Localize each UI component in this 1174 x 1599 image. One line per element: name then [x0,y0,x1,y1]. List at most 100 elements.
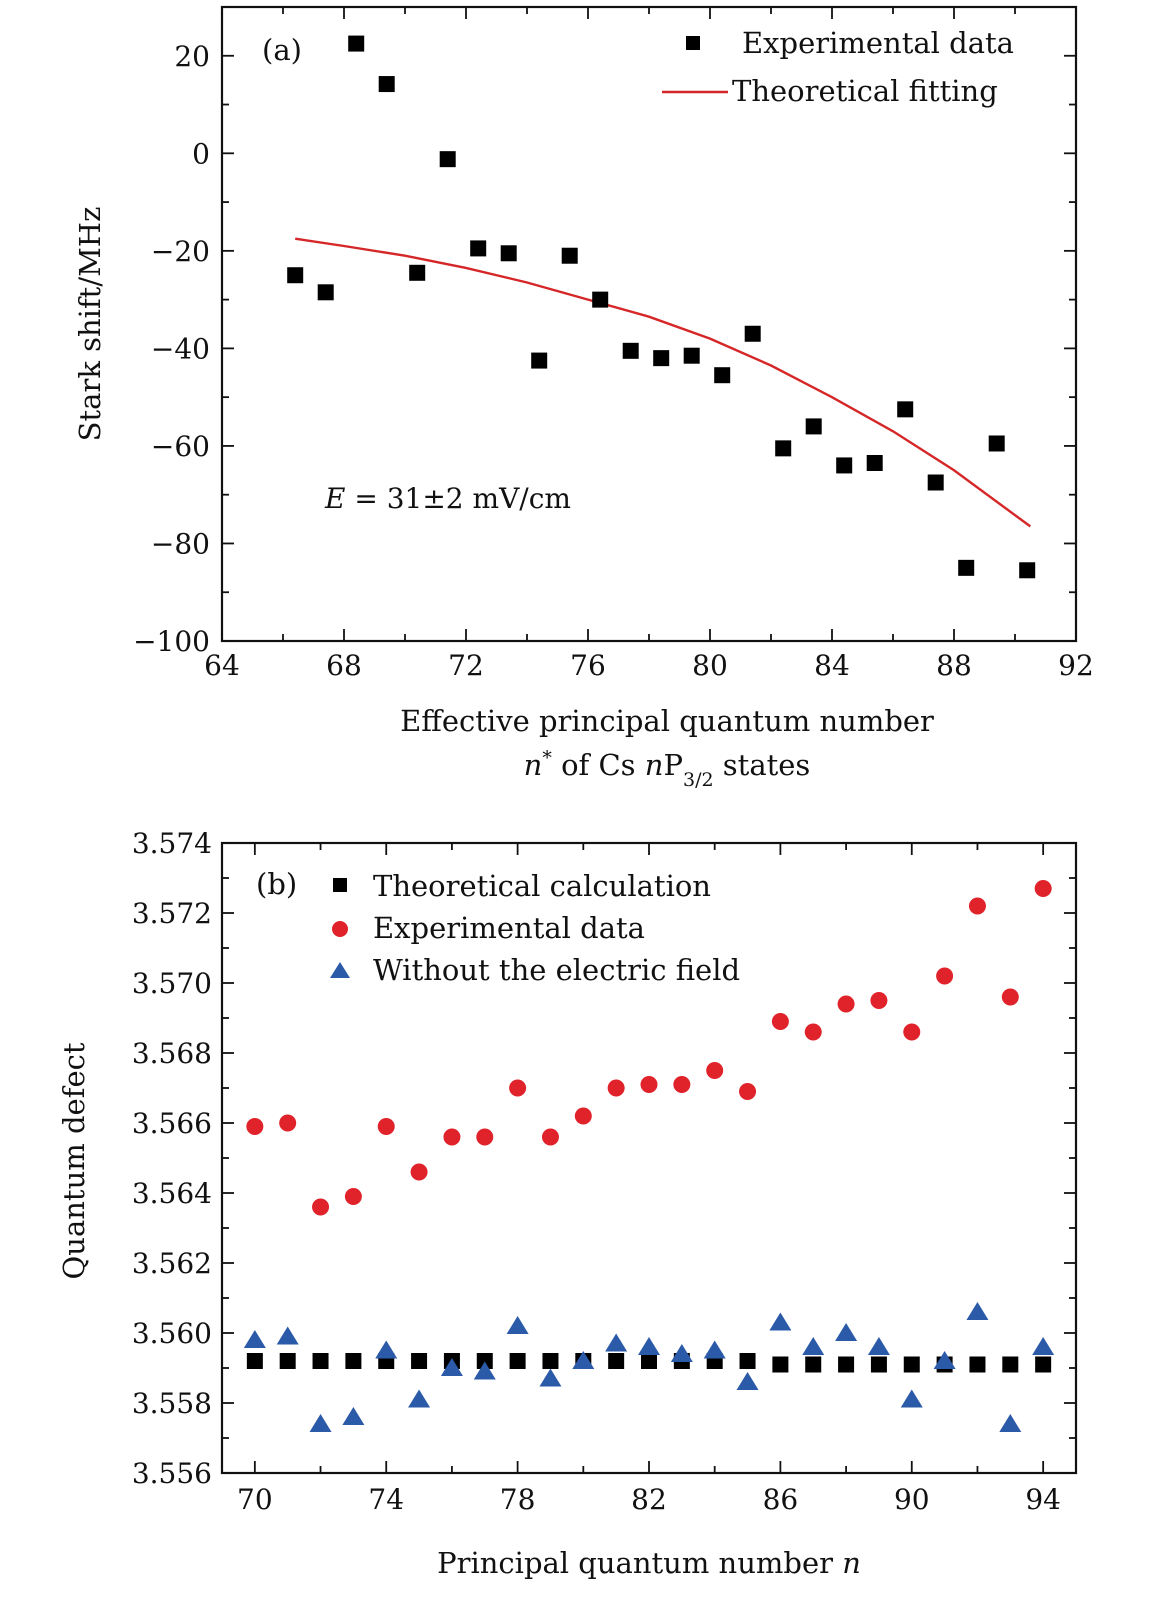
experimental-point-b [574,1107,592,1125]
no-field-point [703,1340,726,1359]
no-field-point [572,1351,595,1369]
fit-curve [295,237,1032,528]
theoretical-point [739,1353,756,1369]
no-field-point [375,1340,398,1359]
field-annotation: E = 31±2 mV/cm [324,482,571,515]
experimental-point-b [706,1062,724,1079]
legend-square-marker-b [333,878,347,892]
tick-marks-a [221,6,1077,642]
experimental-point-b [968,897,986,915]
experimental-point-b [673,1076,691,1093]
data-points-b [243,880,1055,1432]
theoretical-point [608,1353,625,1369]
experimental-point [378,76,395,93]
xlabel-states: states [714,748,811,782]
y-tick-label-a: −20 [151,235,210,268]
y-tick-label-a: 0 [192,137,210,170]
legend-label-experimental: Experimental data [742,26,1014,60]
theoretical-point [641,1353,657,1369]
xlabel-of-cs: of Cs [552,748,645,782]
experimental-points-a [287,35,1036,579]
xlabel-star: * [542,747,552,769]
panel-b: 70 74 78 82 86 90 94 3.556 3.558 3.560 3.562 3.564 3… [57,827,1078,1580]
experimental-point [836,457,853,474]
legend-label-experimental-b: Experimental data [373,911,645,945]
y-tick-label-a: −40 [151,332,210,365]
experimental-point [470,240,487,257]
panel-label-a: (a) [262,33,302,67]
xlabel-sub: 3/2 [683,769,714,791]
no-field-point [835,1323,858,1341]
no-field-point [769,1312,792,1331]
experimental-point [409,264,426,281]
x-tick-label-b: 86 [763,1483,799,1516]
no-field-point [539,1368,562,1387]
legend-a: Experimental data Theoretical fitting [662,26,1014,108]
no-field-point [802,1337,825,1355]
x-tick-label-a: 72 [448,649,484,682]
plot-frame-b [220,841,1078,1475]
experimental-point [622,342,639,359]
experimental-point-b [837,995,855,1013]
no-field-point [408,1389,431,1408]
xlabel-n: n [524,748,543,782]
no-field-point [638,1337,660,1355]
no-field-point [342,1407,365,1425]
legend-label-theoretical: Theoretical calculation [373,869,711,903]
experimental-point [439,151,456,168]
tick-labels-b: 70 74 78 82 86 90 94 3.556 3.558 3.560 3.562 3.564 3… [132,827,1061,1516]
y-tick-label-a: −60 [151,430,210,463]
y-tick-label-b: 3.568 [132,1037,212,1070]
x-tick-label-a: 88 [936,649,972,682]
experimental-point-b [443,1128,461,1146]
legend-label-fitting: Theoretical fitting [732,74,998,108]
no-field-point [933,1351,956,1369]
experimental-point-b [344,1188,362,1205]
theoretical-point [542,1353,559,1369]
theoretical-point [772,1356,789,1373]
legend-b: Theoretical calculation Experimental dat… [330,869,740,987]
x-tick-label-b: 74 [368,1483,404,1516]
experimental-point-b [903,1023,921,1041]
y-tick-label-b: 3.566 [132,1107,212,1140]
y-tick-label-a: 20 [174,40,210,73]
experimental-point-b [541,1128,559,1146]
experimental-point [287,267,304,284]
x-tick-label-b: 94 [1025,1483,1061,1516]
theoretical-point [838,1356,855,1373]
no-field-point [867,1337,890,1355]
no-field-point [736,1372,759,1390]
theoretical-point [312,1353,329,1369]
experimental-point [958,559,975,576]
experimental-point [805,418,822,435]
experimental-point-b [509,1079,527,1097]
x-tick-label-a: 76 [570,649,606,682]
experimental-point-b [771,1013,789,1030]
xlabel-b-text: Principal quantum number [437,1546,842,1580]
experimental-point-b [1001,988,1019,1006]
x-axis-label-a-line2: n* of Cs nP3/2 states [524,747,811,791]
no-field-point [670,1344,693,1362]
y-tick-label-b: 3.564 [132,1177,212,1210]
y-axis-label-b: Quantum defect [57,1042,91,1279]
experimental-point [927,474,944,491]
legend-label-without: Without the electric field [373,953,740,987]
experimental-point [1019,562,1036,579]
no-field-point [309,1414,332,1432]
y-tick-label-b: 3.574 [132,827,212,860]
theoretical-point [345,1353,362,1369]
experimental-point-b [936,967,954,985]
no-field-point [900,1389,923,1408]
x-tick-label-a: 92 [1058,649,1094,682]
y-tick-label-b: 3.572 [132,897,212,930]
experimental-point-b [410,1163,428,1181]
x-axis-label-a-line1: Effective principal quantum number [400,704,934,738]
no-field-point [243,1330,266,1348]
experimental-point-b [640,1076,658,1093]
xlabel-b-n: n [842,1546,861,1580]
experimental-point [561,247,578,264]
fit-curve-group [295,237,1032,528]
experimental-point [348,35,365,52]
